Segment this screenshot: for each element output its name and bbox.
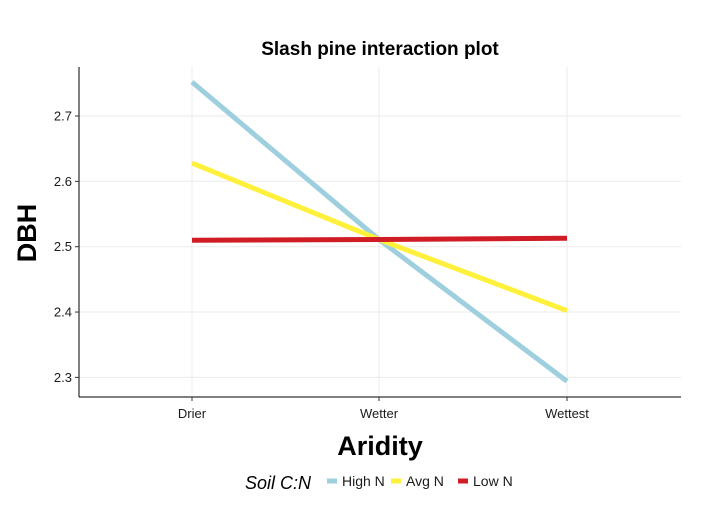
x-tick-label: Drier [178,406,207,421]
legend: Soil C:N High N Avg N Low N [245,473,513,493]
x-axis-title: Aridity [337,431,423,461]
y-tick-label: 2.6 [54,174,72,189]
x-tick-label: Wetter [360,406,399,421]
legend-label: Avg N [406,473,444,489]
series-lines [190,80,569,384]
legend-label: High N [342,473,385,489]
chart-title: Slash pine interaction plot [261,39,499,60]
y-axis-title: DBH [12,204,42,263]
y-tick-label: 2.5 [54,239,72,254]
y-tick-label: 2.4 [54,305,72,320]
legend-items: High N Avg N Low N [327,473,513,489]
legend-title: Soil C:N [245,473,312,493]
series-line-low-n [191,235,568,243]
y-tick-label: 2.7 [54,109,72,124]
axis-ticks: 2.3 2.4 2.5 2.6 2.7 Drier Wetter Wettest [54,109,589,421]
y-tick-label: 2.3 [54,370,72,385]
legend-label: Low N [473,473,513,489]
grid-lines [79,67,681,397]
x-tick-label: Wettest [545,406,589,421]
